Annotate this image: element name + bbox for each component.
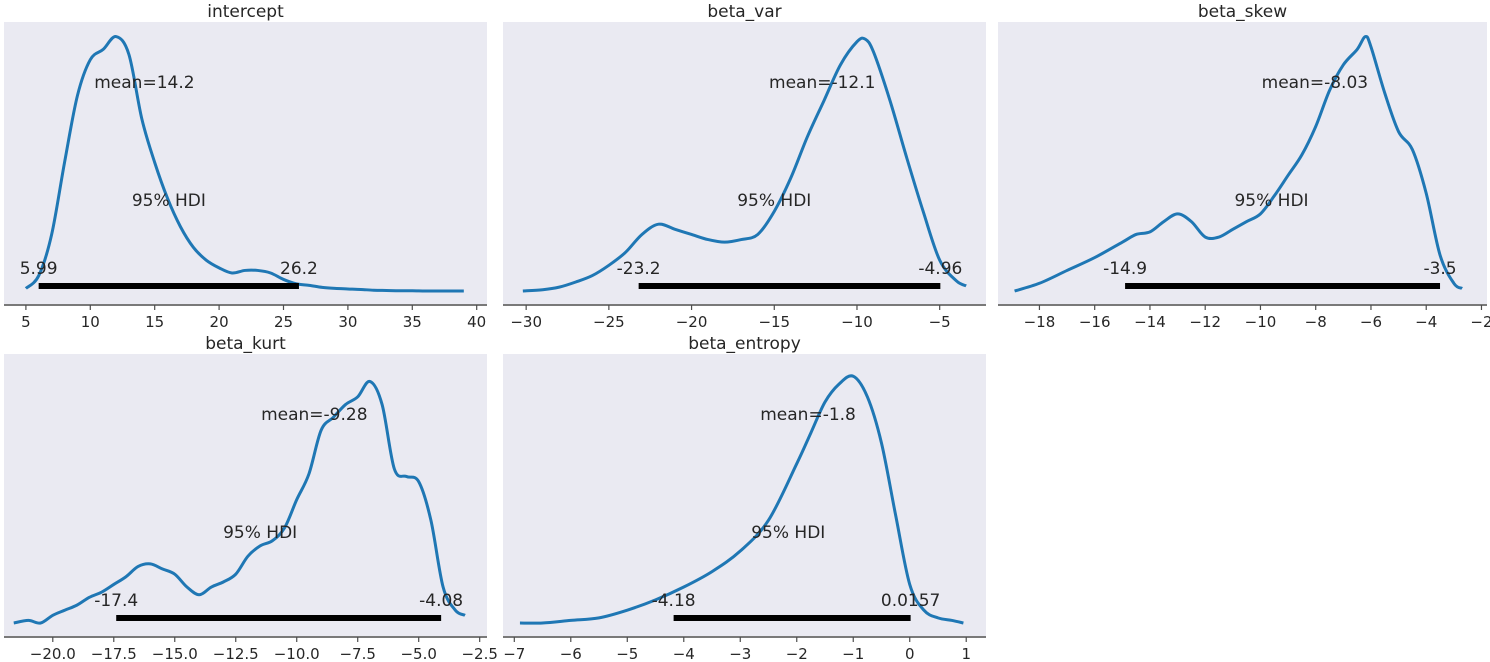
panel-beta_skew: beta_skew -14.9 -3.5 mean=-8.03 95% HDI −18 −1… bbox=[998, 2, 1490, 331]
x-tick-label: −6 bbox=[560, 645, 582, 662]
mean-label: mean=-12.1 bbox=[769, 73, 875, 93]
density-line bbox=[13, 379, 466, 625]
density-line bbox=[519, 374, 964, 625]
x-tick-label: 30 bbox=[338, 313, 357, 331]
density-line bbox=[522, 36, 967, 293]
x-tick-label: −25 bbox=[593, 313, 625, 331]
panel-beta_entropy: beta_entropy -4.18 0.0157 mean=-1.8 95% HDI −… bbox=[503, 334, 986, 662]
x-tick-label: 40 bbox=[467, 313, 486, 331]
plot-area bbox=[503, 22, 986, 304]
x-tick-label: 15 bbox=[145, 313, 164, 331]
x-tick-label: −1 bbox=[842, 645, 864, 662]
x-tick-label: −5.0 bbox=[400, 645, 436, 662]
plot-area bbox=[998, 22, 1487, 304]
hdi-label: 95% HDI bbox=[223, 523, 297, 543]
hdi-label: 95% HDI bbox=[132, 191, 206, 211]
x-tick-label: −7.5 bbox=[339, 645, 375, 662]
x-tick-label: 35 bbox=[403, 313, 422, 331]
x-tick-label: −20.0 bbox=[30, 645, 76, 662]
x-tick-label: 1 bbox=[961, 645, 971, 662]
x-tick-label: −12 bbox=[1189, 313, 1221, 331]
x-tick-label: 20 bbox=[210, 313, 229, 331]
x-tick-label: 5 bbox=[21, 313, 31, 331]
x-tick-label: −14 bbox=[1134, 313, 1166, 331]
x-tick-label: −3 bbox=[729, 645, 751, 662]
x-tick-label: −2.5 bbox=[461, 645, 497, 662]
x-tick-label: −4 bbox=[673, 645, 695, 662]
mean-label: mean=14.2 bbox=[94, 73, 194, 93]
density-line bbox=[1014, 35, 1463, 293]
x-tick-label: −15 bbox=[758, 313, 790, 331]
hdi-low-label: -14.9 bbox=[1103, 259, 1147, 279]
x-tick-label: −15.0 bbox=[152, 645, 198, 662]
hdi-low-label: -23.2 bbox=[617, 259, 661, 279]
panel-title: beta_kurt bbox=[205, 334, 286, 354]
panel-title: intercept bbox=[207, 2, 284, 22]
panel-beta_var: beta_var -23.2 -4.96 mean=-12.1 95% HDI −30 −2… bbox=[503, 2, 986, 331]
x-tick-label: −8 bbox=[1305, 313, 1327, 331]
hdi-high-label: 0.0157 bbox=[881, 591, 940, 611]
hdi-label: 95% HDI bbox=[1234, 191, 1308, 211]
panel-title: beta_skew bbox=[1198, 2, 1287, 22]
hdi-low-label: -17.4 bbox=[94, 591, 138, 611]
x-tick-label: 0 bbox=[905, 645, 915, 662]
x-tick-label: −10 bbox=[841, 313, 873, 331]
mean-label: mean=-8.03 bbox=[1262, 73, 1368, 93]
panel-title: beta_var bbox=[707, 2, 781, 22]
x-tick-label: 25 bbox=[274, 313, 293, 331]
hdi-high-label: 26.2 bbox=[280, 259, 318, 279]
x-tick-label: −2 bbox=[786, 645, 808, 662]
density-line bbox=[24, 35, 464, 293]
x-tick-label: −6 bbox=[1360, 313, 1382, 331]
x-tick-label: −5 bbox=[616, 645, 638, 662]
x-tick-label: −20 bbox=[676, 313, 708, 331]
plot-area bbox=[4, 22, 487, 304]
plot-area bbox=[4, 354, 487, 636]
plot-area bbox=[503, 354, 986, 636]
x-tick-label: −18 bbox=[1024, 313, 1056, 331]
panel-title: beta_entropy bbox=[688, 334, 801, 354]
x-tick-label: −12.5 bbox=[213, 645, 259, 662]
hdi-high-label: -4.08 bbox=[419, 591, 463, 611]
x-tick-label: −2 bbox=[1470, 313, 1490, 331]
hdi-low-label: -4.18 bbox=[652, 591, 696, 611]
panel-intercept: intercept 5.99 26.2 mean=14.2 95% HDI 5 10 15 20… bbox=[4, 2, 487, 331]
hdi-label: 95% HDI bbox=[737, 191, 811, 211]
hdi-label: 95% HDI bbox=[751, 523, 825, 543]
x-tick-label: −17.5 bbox=[91, 645, 137, 662]
mean-label: mean=-9.28 bbox=[261, 405, 367, 425]
x-tick-label: −10 bbox=[1245, 313, 1277, 331]
x-tick-label: −30 bbox=[510, 313, 542, 331]
x-tick-label: −4 bbox=[1415, 313, 1437, 331]
x-tick-label: 10 bbox=[81, 313, 100, 331]
x-tick-label: −10.0 bbox=[274, 645, 320, 662]
hdi-high-label: -3.5 bbox=[1423, 259, 1456, 279]
hdi-high-label: -4.96 bbox=[918, 259, 962, 279]
x-tick-label: −5 bbox=[929, 313, 951, 331]
x-tick-label: −7 bbox=[503, 645, 525, 662]
panel-beta_kurt: beta_kurt -17.4 -4.08 mean=-9.28 95% HDI −20.… bbox=[4, 334, 498, 662]
x-tick-label: −16 bbox=[1079, 313, 1111, 331]
mean-label: mean=-1.8 bbox=[760, 405, 856, 425]
hdi-low-label: 5.99 bbox=[20, 259, 58, 279]
